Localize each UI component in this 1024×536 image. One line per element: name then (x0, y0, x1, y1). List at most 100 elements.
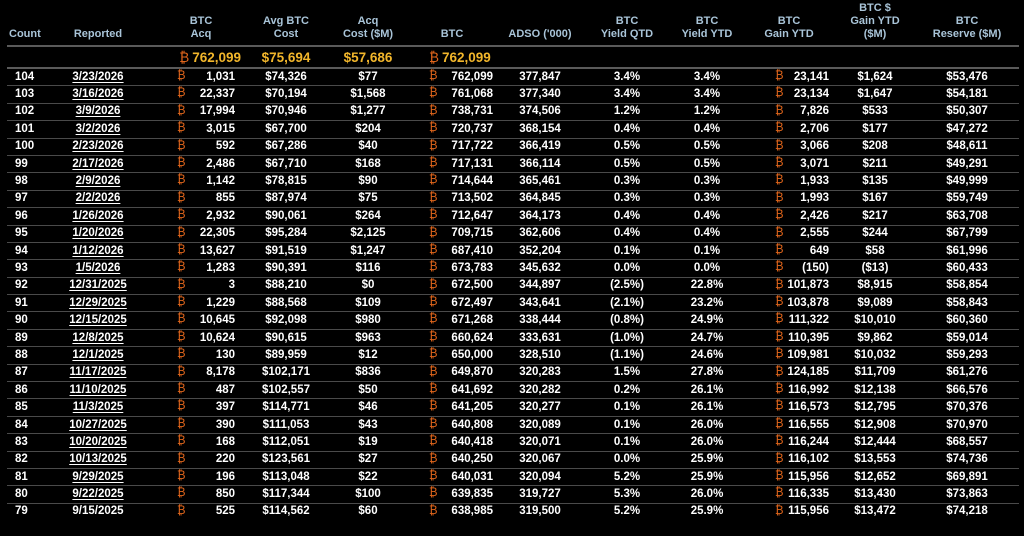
btc-cell: ₿ 712,647 (407, 207, 497, 226)
reported-date-link[interactable]: 12/29/2025 (69, 296, 127, 309)
reported-cell: 12/15/2025 (47, 311, 149, 330)
btc-cell: ₿ 639,835 (407, 485, 497, 504)
gain-ytd-cell: ₿ 3,071 (743, 155, 835, 174)
usd-gain-ytd-cell: $217 (835, 207, 915, 226)
reserve-cell: $54,181 (915, 85, 1019, 104)
reported-date-link[interactable]: 1/26/2026 (72, 209, 124, 222)
reported-date-link[interactable]: 3/23/2026 (72, 70, 124, 83)
reported-cell: 2/17/2026 (47, 155, 149, 174)
reported-date-link[interactable]: 2/23/2026 (72, 140, 124, 153)
reported-date-link[interactable]: 9/29/2025 (72, 470, 124, 483)
reported-date-link[interactable]: 12/1/2025 (72, 348, 124, 361)
usd-gain-ytd-cell: $533 (835, 103, 915, 122)
totals-btc-value: 762,099 (442, 49, 491, 65)
yield-ytd-cell: 3.4% (671, 85, 743, 104)
bitcoin-icon: ₿ (429, 261, 438, 274)
gain-ytd-cell: ₿ 103,878 (743, 294, 835, 313)
count-cell: 97 (7, 190, 47, 209)
header-usd-gain-ytd[interactable]: BTC $ Gain YTD ($M) (835, 0, 915, 47)
reported-date-link[interactable]: 9/22/2025 (72, 488, 124, 501)
gain-ytd-cell: ₿ 116,102 (743, 451, 835, 469)
reported-date-link[interactable]: 3/2/2026 (75, 122, 121, 135)
reported-date-link[interactable]: 10/13/2025 (69, 453, 127, 466)
btc-acq-value: 168 (215, 435, 235, 448)
bitcoin-icon: ₿ (775, 261, 784, 274)
reported-date-link[interactable]: 1/12/2026 (72, 244, 124, 257)
table-row: 86 11/10/2025 ₿ 487 $102,557 $50 ₿ 641,692… (7, 381, 1019, 400)
btc-value: 673,783 (451, 261, 493, 274)
reported-date-link[interactable]: 12/15/2025 (69, 314, 127, 327)
reported-date-link[interactable]: 2/9/2026 (75, 175, 121, 188)
reported-date-link[interactable]: 12/8/2025 (72, 331, 124, 344)
bitcoin-icon: ₿ (429, 452, 438, 465)
reserve-cell: $59,014 (915, 329, 1019, 348)
reported-date-link[interactable]: 3/16/2026 (72, 88, 124, 101)
reported-date-link[interactable]: 3/9/2026 (75, 105, 121, 118)
header-gain-ytd[interactable]: BTC Gain YTD (743, 0, 835, 47)
count-cell: 89 (7, 329, 47, 348)
adso-cell: 374,506 (497, 103, 583, 122)
bitcoin-icon: ₿ (429, 209, 438, 222)
bitcoin-icon: ₿ (429, 487, 438, 500)
yield-ytd-cell: 0.3% (671, 172, 743, 191)
header-line: Cost ($M) (342, 28, 394, 40)
reported-date-link[interactable]: 1/20/2026 (72, 227, 124, 240)
acq-cost-cell: $19 (329, 433, 407, 452)
yield-qtd-cell: 0.3% (583, 190, 671, 209)
avg-btc-cost-cell: $78,815 (243, 172, 329, 191)
gain-ytd-value: 116,102 (788, 453, 829, 466)
header-reserve[interactable]: BTC Reserve ($M) (915, 0, 1019, 47)
bitcoin-icon: ₿ (429, 400, 438, 413)
yield-ytd-cell: 0.0% (671, 259, 743, 278)
header-adso[interactable]: ADSO ('000) (497, 0, 583, 47)
reported-date-link[interactable]: 10/20/2025 (69, 435, 127, 448)
table-row: 99 2/17/2026 ₿ 2,486 $67,710 $168 ₿ 717,13… (7, 155, 1019, 174)
btc-cell: ₿ 673,783 (407, 259, 497, 278)
reported-date-link[interactable]: 12/31/2025 (69, 279, 127, 292)
reserve-cell: $58,843 (915, 294, 1019, 313)
btc-value: 717,131 (451, 157, 493, 170)
btc-cell: ₿ 709,715 (407, 225, 497, 243)
gain-ytd-value: 115,956 (788, 470, 829, 483)
yield-qtd-cell: 1.5% (583, 364, 671, 383)
header-acq-cost[interactable]: Acq Cost ($M) (329, 0, 407, 47)
reserve-cell: $70,970 (915, 416, 1019, 435)
reserve-cell: $69,891 (915, 468, 1019, 487)
adso-cell: 319,727 (497, 485, 583, 504)
count-cell: 87 (7, 364, 47, 383)
header-yield-ytd[interactable]: BTC Yield YTD (671, 0, 743, 47)
reported-date-link[interactable]: 1/5/2026 (75, 261, 121, 274)
reserve-cell: $60,360 (915, 311, 1019, 330)
gain-ytd-cell: ₿ 116,244 (743, 433, 835, 452)
reported-date-link[interactable]: 11/3/2025 (72, 401, 124, 414)
bitcoin-icon: ₿ (177, 122, 186, 135)
bitcoin-icon: ₿ (429, 104, 438, 117)
avg-btc-cost-cell: $117,344 (243, 485, 329, 504)
yield-ytd-cell: 0.4% (671, 120, 743, 139)
header-reported[interactable]: Reported (47, 0, 149, 47)
adso-cell: 362,606 (497, 225, 583, 243)
btc-acq-cell: ₿ 22,337 (149, 85, 243, 104)
header-btc-acq[interactable]: BTC Acq (149, 0, 243, 47)
header-btc[interactable]: BTC (407, 0, 497, 47)
count-cell: 94 (7, 242, 47, 261)
yield-ytd-cell: 23.2% (671, 294, 743, 313)
avg-btc-cost-cell: $112,051 (243, 433, 329, 452)
reported-cell: 12/31/2025 (47, 277, 149, 296)
reported-cell: 3/23/2026 (47, 68, 149, 87)
reported-date-link[interactable]: 2/17/2026 (72, 157, 124, 170)
btc-acq-cell: ₿ 220 (149, 451, 243, 469)
bitcoin-icon: ₿ (429, 174, 438, 187)
reported-date-link[interactable]: 10/27/2025 (69, 418, 127, 431)
count-cell: 101 (7, 120, 47, 139)
reported-date-link[interactable]: 11/17/2025 (69, 366, 127, 379)
btc-value: 762,099 (451, 70, 493, 83)
header-count[interactable]: Count (7, 0, 47, 47)
count-cell: 91 (7, 294, 47, 313)
yield-ytd-cell: 22.8% (671, 277, 743, 296)
header-yield-qtd[interactable]: BTC Yield QTD (583, 0, 671, 47)
reported-date-link[interactable]: 11/10/2025 (69, 383, 127, 396)
header-avg-btc-cost[interactable]: Avg BTC Cost (243, 0, 329, 47)
header-line: BTC (189, 15, 213, 27)
reported-date-link[interactable]: 2/2/2026 (75, 192, 121, 205)
